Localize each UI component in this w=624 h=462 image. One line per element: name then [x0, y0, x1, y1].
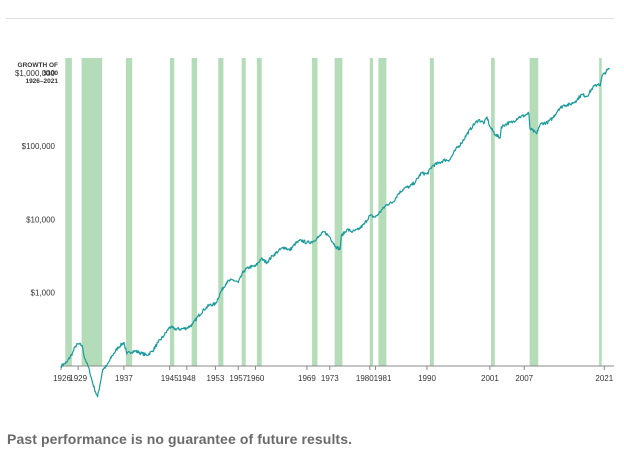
recession-band-4 — [191, 58, 198, 366]
recession-band-2 — [125, 58, 133, 366]
recession-band-8 — [312, 58, 318, 366]
x-tick-label-10: 1980 — [356, 374, 374, 383]
x-tick-label-11: 1981 — [374, 374, 392, 383]
x-tick-label-13: 2001 — [481, 374, 499, 383]
y-tick-label-2: $100,000 — [22, 142, 56, 151]
recession-band-5 — [218, 58, 224, 366]
x-tick-label-6: 1957 — [229, 374, 247, 383]
recession-band-12 — [429, 58, 434, 366]
recession-band-14 — [529, 58, 539, 366]
x-tick-label-3: 1945 — [161, 374, 179, 383]
y-tick-label-1: $10,000 — [26, 215, 55, 224]
y-tick-label-3: $1,000,000 — [15, 69, 56, 78]
recession-band-10 — [369, 58, 373, 366]
recession-band-13 — [491, 58, 495, 366]
x-tick-label-12: 1990 — [418, 374, 436, 383]
y-axis: $1,000 $10,000 $100,000 $1,000,000 — [15, 69, 56, 298]
growth-line — [60, 67, 610, 398]
growth-chart: $1,000 $10,000 $100,000 $1,000,000 19261929… — [15, 58, 614, 398]
top-divider — [6, 18, 614, 19]
x-tick-label-15: 2021 — [595, 374, 613, 383]
y-tick-label-0: $1,000 — [31, 289, 56, 298]
x-tick-label-1: 1929 — [69, 374, 87, 383]
y-axis-title: GROWTH OF $100 1926–2021 — [6, 62, 58, 86]
recession-band-7 — [256, 58, 262, 366]
recession-band-0 — [65, 58, 72, 366]
x-tick-label-7: 1960 — [247, 374, 265, 383]
x-tick-label-4: 1948 — [178, 374, 196, 383]
recession-band-6 — [241, 58, 246, 366]
recession-bands — [65, 58, 602, 366]
y-axis-title-line-1: GROWTH OF $100 — [17, 62, 58, 77]
y-axis-title-line-2: 1926–2021 — [25, 78, 58, 85]
x-tick-label-9: 1973 — [321, 374, 339, 383]
recession-band-15 — [599, 58, 602, 366]
x-tick-label-0: 1926 — [53, 374, 71, 383]
x-tick-label-2: 1937 — [115, 374, 133, 383]
x-tick-label-14: 2007 — [515, 374, 533, 383]
x-tick-label-8: 1969 — [298, 374, 316, 383]
recession-band-3 — [169, 58, 175, 366]
recession-band-1 — [81, 58, 103, 366]
x-tick-label-5: 1953 — [207, 374, 225, 383]
disclaimer-text: Past performance is no guarantee of futu… — [7, 431, 353, 447]
recession-band-11 — [378, 58, 387, 366]
recession-band-9 — [334, 58, 343, 366]
